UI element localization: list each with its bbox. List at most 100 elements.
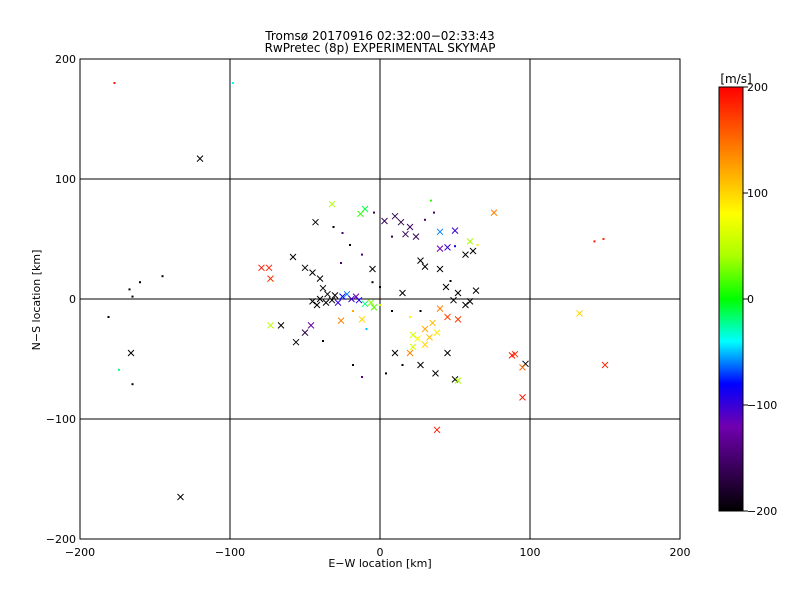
data-point-cross <box>576 310 583 317</box>
data-point-dot <box>433 211 435 214</box>
data-point-cross <box>301 264 309 272</box>
data-point-cross <box>309 298 316 305</box>
data-point-cross <box>454 316 462 323</box>
plot-frame <box>79 58 681 540</box>
data-point-cross <box>409 331 417 339</box>
data-point-cross <box>466 238 474 245</box>
data-point-cross <box>490 209 498 216</box>
colorbar-tick-label: −200 <box>747 505 777 518</box>
data-point-cross <box>196 155 204 162</box>
y-tick-label: −100 <box>46 413 76 426</box>
data-point-cross <box>406 349 414 357</box>
data-point-dot <box>409 316 411 318</box>
data-point-dot <box>139 281 141 284</box>
colorbar-unit: [m/s] <box>720 72 751 86</box>
data-point-cross <box>417 257 424 264</box>
data-point-cross <box>432 370 439 377</box>
chart-title: Tromsø 20170916 02:32:00−02:33:43 <box>264 29 494 43</box>
data-point-dot <box>379 286 381 288</box>
data-point-dot <box>131 295 134 298</box>
data-point-cross <box>442 283 450 291</box>
data-point-cross <box>444 349 451 357</box>
data-point-cross <box>436 265 444 273</box>
y-tick-label: −200 <box>46 533 76 546</box>
data-point-cross <box>367 299 375 306</box>
data-point-dot <box>107 316 110 318</box>
data-point-cross <box>381 217 388 225</box>
data-point-cross <box>289 253 297 261</box>
data-point-cross <box>322 299 330 306</box>
data-point-cross <box>267 275 274 282</box>
data-point-cross <box>429 319 436 327</box>
data-point-dot <box>341 232 344 234</box>
data-point-dot <box>161 275 164 278</box>
data-point-cross <box>519 364 526 371</box>
data-point-cross <box>307 322 315 329</box>
data-point-cross <box>451 227 459 234</box>
colorbar: [m/s] 200 100 0 −100 −200 <box>718 72 777 518</box>
x-tick-label: 200 <box>670 546 691 559</box>
colorbar-tick-label: 200 <box>747 81 768 94</box>
colorbar-tick-label: 0 <box>747 293 754 306</box>
data-point-dot <box>454 245 456 248</box>
data-point-dot <box>391 310 393 312</box>
x-tick-label: −100 <box>215 546 245 559</box>
data-point-cross <box>417 361 424 369</box>
data-point-cross <box>355 296 363 304</box>
data-point-cross <box>348 295 355 303</box>
data-point-dot <box>593 240 596 243</box>
data-point-dot <box>365 328 368 330</box>
x-tick-label: 0 <box>377 546 384 559</box>
data-point-cross <box>331 292 339 299</box>
data-point-dot <box>349 244 351 246</box>
data-point-cross <box>466 298 474 305</box>
data-point-cross <box>397 218 405 226</box>
data-point-dot <box>118 368 120 371</box>
data-point-cross <box>319 284 327 292</box>
data-point-cross <box>402 230 409 238</box>
data-point-dot <box>128 288 131 291</box>
data-point-cross <box>409 343 417 351</box>
data-point-cross <box>469 247 477 255</box>
x-axis-label: E−W location [km] <box>328 557 431 570</box>
data-point-cross <box>444 313 451 321</box>
data-point-cross <box>277 322 285 329</box>
data-point-dot <box>401 364 404 366</box>
data-point-cross <box>309 269 316 276</box>
colorbar-ticks: 200 100 0 −100 −200 <box>743 81 777 518</box>
data-point-dot <box>419 310 422 312</box>
data-point-cross <box>328 200 336 208</box>
data-point-cross <box>436 305 444 312</box>
colorbar-tick-label: −100 <box>747 399 777 412</box>
data-point-dot <box>476 244 479 246</box>
data-point-dot <box>113 82 116 84</box>
data-point-cross <box>462 301 469 309</box>
data-point-dot <box>352 364 354 366</box>
data-point-cross <box>339 293 346 300</box>
data-point-cross <box>316 295 324 303</box>
data-point-cross <box>421 263 429 270</box>
data-point-cross <box>370 304 378 311</box>
data-point-cross <box>519 394 526 401</box>
data-point-cross <box>421 325 429 333</box>
data-point-cross <box>358 316 366 323</box>
data-point-cross <box>454 377 462 384</box>
data-point-cross <box>127 349 135 357</box>
data-point-dot <box>332 226 335 228</box>
data-point-cross <box>337 317 345 324</box>
data-point-cross <box>444 244 451 251</box>
data-point-cross <box>406 223 414 231</box>
data-point-dot <box>391 235 393 238</box>
data-point-cross <box>399 289 406 297</box>
data-point-cross <box>454 289 462 297</box>
data-point-cross <box>313 301 321 309</box>
data-point-dot <box>340 262 342 264</box>
data-point-cross <box>316 275 324 282</box>
data-point-cross <box>328 296 336 304</box>
x-axis-ticks: −200 −100 0 100 200 <box>65 533 691 559</box>
data-point-cross <box>334 299 342 306</box>
data-point-cross <box>357 210 364 218</box>
data-point-cross <box>472 287 480 294</box>
data-point-cross <box>436 245 444 252</box>
